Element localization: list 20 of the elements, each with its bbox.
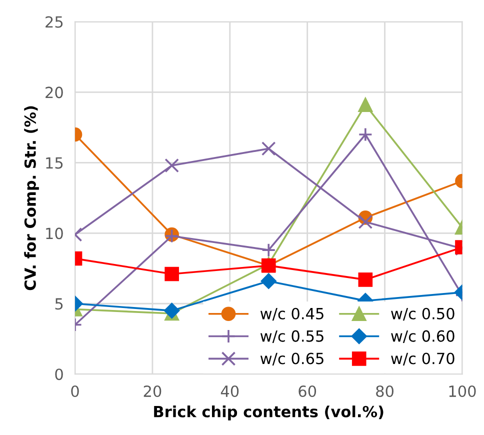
y-tick-label: 25 <box>46 16 63 28</box>
legend-label: w/c 0.65 <box>260 352 324 366</box>
y-tick-label: 20 <box>46 86 63 98</box>
x-tick-label: 80 <box>376 385 394 398</box>
x-tick-label: 40 <box>220 385 239 398</box>
x-tick-label: 20 <box>144 385 162 398</box>
y-tick-label: 10 <box>46 228 63 240</box>
legend-label: w/c 0.45 <box>260 308 324 321</box>
x-tick-label: 0 <box>71 385 79 398</box>
legend-label: w/c 0.60 <box>391 330 454 344</box>
legend-label: w/c 0.70 <box>391 352 454 366</box>
y-tick-label: 5 <box>55 298 63 310</box>
x-axis-title: Brick chip contents (vol.%) <box>154 406 384 420</box>
y-tick-label: 15 <box>46 157 63 169</box>
legend-label: w/c 0.50 <box>391 308 454 321</box>
legend-label: w/c 0.55 <box>260 330 324 344</box>
y-tick-label: 0 <box>55 368 63 380</box>
y-axis-title: CV. for Comp. Str. (%) <box>24 106 39 290</box>
x-tick-label: 100 <box>449 385 476 398</box>
x-tick-label: 60 <box>298 385 316 398</box>
